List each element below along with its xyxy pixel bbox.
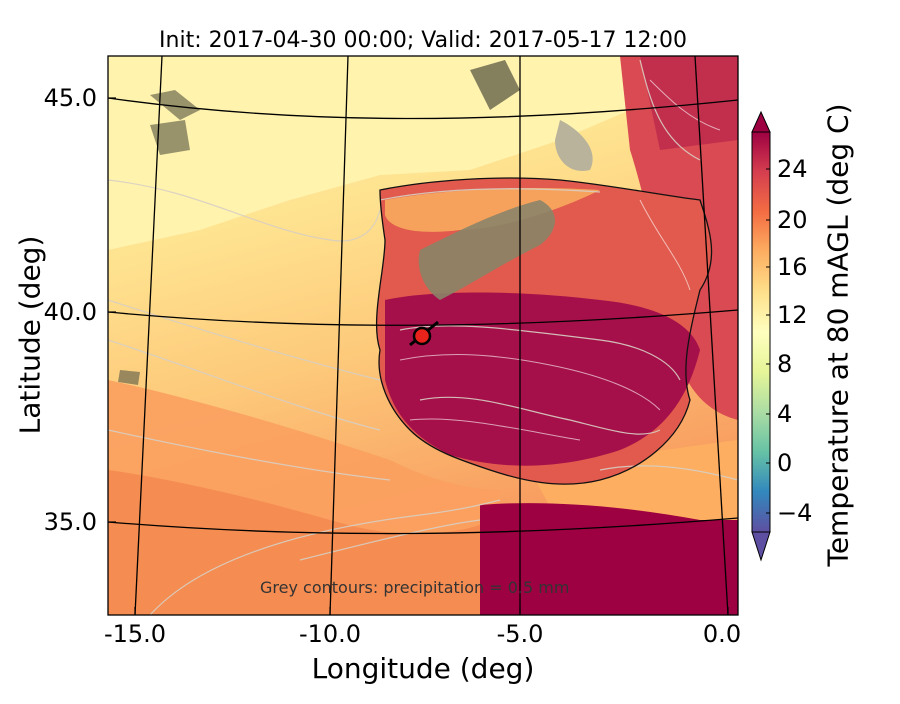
x-axis-label: Longitude (deg) <box>311 652 535 685</box>
colorbar-body <box>751 131 771 533</box>
plot-title: Init: 2017-04-30 00:00; Valid: 2017-05-1… <box>159 28 687 53</box>
terrain-patch <box>150 120 190 155</box>
colorbar-extend-bottom <box>751 531 771 562</box>
precipitation-note: Grey contours: precipitation = 0.5 mm <box>260 578 570 597</box>
plot-frame <box>107 55 739 616</box>
colorbar-tick-label: 0 <box>777 449 793 477</box>
y-tick-label: 35.0 <box>43 508 97 536</box>
temperature-field <box>108 56 738 615</box>
x-tick-label: -10.0 <box>298 620 362 648</box>
graticule <box>108 56 738 615</box>
colorbar-extend-top <box>751 110 771 133</box>
x-tick-label: 0.0 <box>702 620 742 648</box>
cool-northern-sea <box>108 56 640 250</box>
marker-point <box>412 326 432 346</box>
colorbar <box>751 110 771 562</box>
colorbar-label: Temperature at 80 mAGL (deg C) <box>821 103 855 567</box>
colorbar-tick-label: 12 <box>777 301 808 329</box>
alboran-sea <box>530 440 738 525</box>
mountain-terrain <box>418 200 555 300</box>
colorbar-tick-marks <box>766 168 770 514</box>
warm-southwest-sea <box>108 470 480 615</box>
colorbar-tick-label: 8 <box>777 350 793 378</box>
colorbar-tick-label: −4 <box>777 499 813 527</box>
coastline <box>375 177 713 485</box>
terrain-patch <box>150 90 200 120</box>
x-tick-label: -5.0 <box>496 620 544 648</box>
hot-interior <box>385 292 700 466</box>
colorbar-tick-label: 24 <box>777 155 808 183</box>
y-tick-label: 40.0 <box>43 298 97 326</box>
location-marker <box>409 320 439 347</box>
temperature-isolines <box>399 79 721 441</box>
pyrenees-terrain <box>555 120 593 171</box>
axis-tick-marks <box>108 97 729 615</box>
alps-terrain <box>470 60 520 110</box>
north-africa <box>480 503 738 615</box>
warm-northeast <box>640 56 738 150</box>
terrain-patch <box>118 370 140 385</box>
y-axis-label: Latitude (deg) <box>13 235 47 435</box>
colorbar-tick-label: 4 <box>777 400 793 428</box>
y-tick-label: 45.0 <box>43 84 97 112</box>
x-tick-label: -15.0 <box>103 620 167 648</box>
colorbar-tick-label: 16 <box>777 253 808 281</box>
northern-coast <box>385 188 600 232</box>
colorbar-tick-label: 20 <box>777 206 808 234</box>
